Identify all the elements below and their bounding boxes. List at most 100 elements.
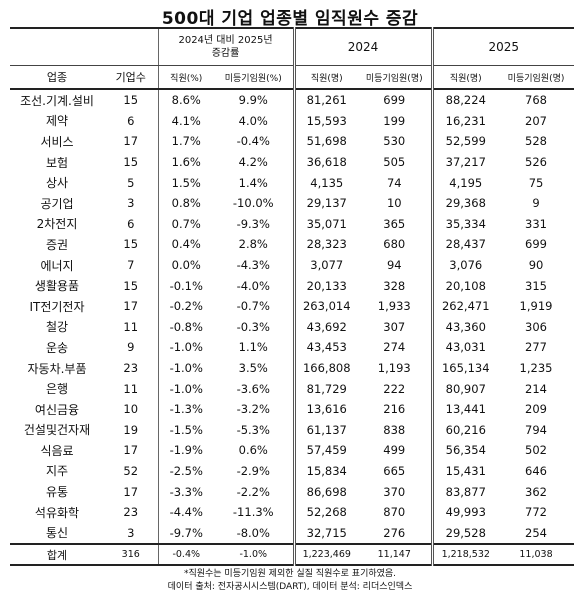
rate-group-line1: 2024년 대비 2025년: [178, 35, 273, 46]
cell-industry: 자동차.부품: [27, 361, 87, 376]
cell-staff-2025: 43,031: [430, 337, 499, 358]
table-row: 석유화학 23 -4.4% -11.3% 52,268 870 49,993 772: [10, 501, 574, 523]
cell-rate-exec: -11.3%: [232, 505, 274, 520]
cell-exec-2024: 499: [383, 443, 406, 458]
cell-staff-2025: 43,360: [430, 316, 499, 338]
cell-industry: 운송: [45, 340, 69, 355]
cell-exec-2025: 362: [525, 484, 547, 499]
cell-staff-2024: 43,453: [292, 337, 358, 358]
cell-rate-exec: -2.2%: [236, 484, 270, 499]
cell-industry: 여신금융: [34, 402, 80, 417]
cell-staff-2024: 3,077: [292, 254, 358, 276]
table-row: 지주 52 -2.5% -2.9% 15,834 665 15,431 646: [10, 460, 574, 482]
cell-company-count: 6: [127, 113, 135, 128]
cell-exec-2024: 274: [383, 340, 406, 355]
cell-rate-exec: -10.0%: [232, 196, 274, 211]
cell-staff-2025: 88,224: [430, 89, 499, 111]
cell-rate-staff: -0.2%: [157, 295, 214, 317]
cell-exec-2025: 772: [525, 505, 547, 520]
table-row: 2차전지 6 0.7% -9.3% 35,071 365 35,334 331: [10, 213, 574, 235]
cell-company-count: 17: [123, 134, 139, 149]
cell-exec-2024: 505: [383, 155, 406, 170]
cell-staff-2025: 49,993: [430, 501, 499, 523]
cell-staff-2025: 4,195: [430, 172, 499, 193]
total-exec-2024: 11,147: [358, 543, 433, 567]
cell-rate-exec: -3.2%: [236, 402, 270, 417]
cell-staff-2024: 15,593: [292, 110, 358, 132]
cell-staff-2025: 165,134: [430, 357, 499, 379]
cell-exec-2024: 216: [383, 402, 406, 417]
cell-staff-2025: 29,528: [430, 522, 499, 545]
cell-staff-2024: 28,323: [292, 234, 358, 255]
cell-rate-exec: -0.7%: [236, 299, 270, 314]
cell-rate-staff: -0.1%: [157, 275, 214, 296]
cell-exec-2024: 1,933: [377, 299, 411, 314]
cell-rate-exec: -2.9%: [236, 463, 270, 478]
col-industry: 업종: [10, 65, 104, 90]
cell-exec-2025: 768: [525, 93, 547, 108]
cell-staff-2024: 13,616: [292, 398, 358, 420]
table-row: 자동차.부품 23 -1.0% 3.5% 166,808 1,193 165,134 1,23…: [10, 357, 574, 379]
cell-industry: 식음료: [40, 443, 74, 458]
cell-company-count: 19: [123, 422, 139, 437]
cell-company-count: 52: [123, 463, 139, 478]
cell-exec-2024: 370: [383, 484, 406, 499]
cell-industry: 은행: [45, 382, 69, 397]
cell-industry: 생활용품: [34, 279, 80, 294]
cell-staff-2025: 60,216: [430, 419, 499, 441]
cell-exec-2025: 502: [525, 443, 547, 458]
cell-company-count: 11: [123, 319, 139, 334]
table-row: 생활용품 15 -0.1% -4.0% 20,133 328 20,108 315: [10, 275, 574, 296]
cell-staff-2025: 16,231: [430, 110, 499, 132]
total-count: 316: [104, 543, 158, 567]
cell-exec-2024: 665: [383, 463, 406, 478]
cell-exec-2024: 199: [383, 113, 406, 128]
cell-staff-2025: 37,217: [430, 151, 499, 173]
cell-staff-2024: 15,834: [292, 460, 358, 482]
cell-rate-exec: -3.6%: [236, 381, 270, 396]
cell-exec-2025: 528: [525, 134, 547, 149]
table-row: 건설및건자재 19 -1.5% -5.3% 61,137 838 60,216 794: [10, 419, 574, 441]
cell-exec-2024: 307: [383, 319, 406, 334]
cell-staff-2025: 15,431: [430, 460, 499, 482]
table-row: 보험 15 1.6% 4.2% 36,618 505 37,217 526: [10, 151, 574, 173]
cell-industry: 건설및건자재: [23, 423, 91, 438]
cell-staff-2025: 35,334: [430, 213, 499, 235]
cell-industry: 2차전지: [36, 217, 78, 232]
cell-exec-2024: 699: [383, 93, 406, 108]
cell-company-count: 11: [123, 381, 139, 396]
employee-change-table: 2024년 대비 2025년 증감률 2024 2025 업종 기업수 직원(%…: [10, 27, 575, 567]
cell-company-count: 15: [123, 93, 139, 108]
cell-exec-2025: 646: [525, 463, 547, 478]
cell-staff-2024: 51,698: [292, 131, 358, 152]
cell-company-count: 6: [127, 216, 135, 231]
col-2025-staff: 직원(명): [430, 65, 499, 90]
cell-exec-2024: 74: [386, 175, 402, 190]
cell-rate-staff: 0.7%: [157, 213, 214, 235]
cell-rate-staff: 1.6%: [157, 151, 214, 173]
cell-exec-2025: 90: [528, 258, 544, 273]
cell-company-count: 10: [123, 402, 139, 417]
cell-exec-2024: 870: [383, 505, 406, 520]
cell-staff-2025: 29,368: [430, 192, 499, 214]
cell-staff-2024: 86,698: [292, 481, 358, 502]
cell-rate-staff: -3.3%: [157, 481, 214, 502]
cell-exec-2024: 365: [383, 216, 406, 231]
cell-exec-2025: 207: [525, 113, 547, 128]
cell-staff-2024: 263,014: [292, 295, 358, 317]
header-row-groups: 2024년 대비 2025년 증감률 2024 2025: [10, 27, 575, 66]
table-row: 증권 15 0.4% 2.8% 28,323 680 28,437 699: [10, 234, 574, 255]
cell-staff-2025: 3,076: [430, 254, 499, 276]
cell-staff-2024: 32,715: [292, 522, 358, 545]
header-spacer: [10, 27, 104, 66]
col-rate-unregistered: 미등기임원(%): [214, 65, 294, 90]
header-spacer: [104, 27, 158, 66]
header-year-2025: 2025: [430, 27, 575, 66]
cell-rate-staff: 0.8%: [157, 192, 214, 214]
cell-exec-2025: 1,919: [519, 299, 553, 314]
header-rate-group: 2024년 대비 2025년 증감률: [157, 27, 294, 66]
cell-rate-exec: 4.0%: [238, 113, 268, 128]
cell-industry: 증권: [45, 237, 69, 252]
cell-rate-exec: -8.0%: [236, 525, 270, 540]
cell-exec-2025: 794: [525, 422, 547, 437]
